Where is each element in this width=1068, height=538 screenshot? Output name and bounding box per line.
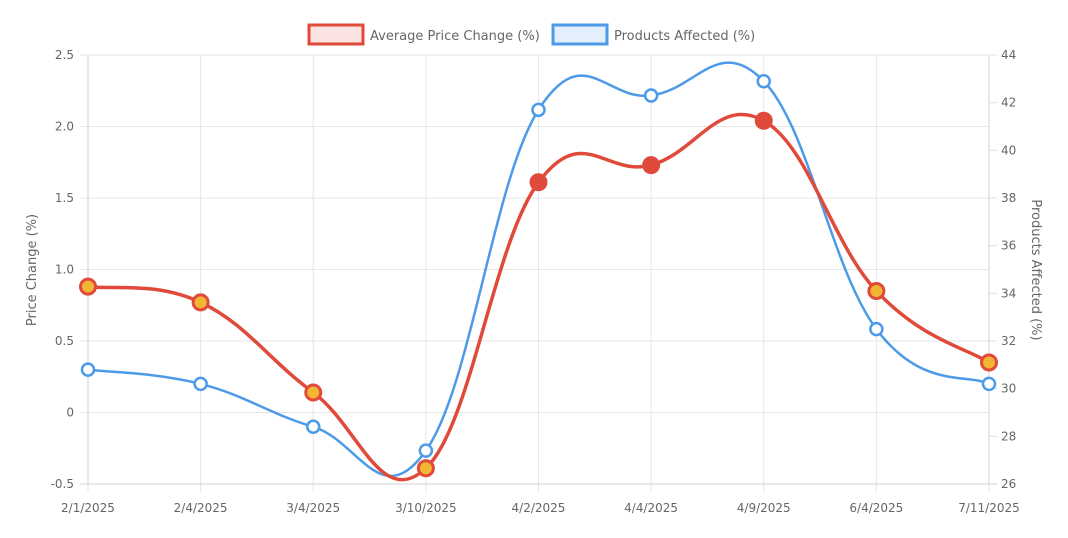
x-tick-label: 7/11/2025 (958, 501, 1020, 515)
data-point[interactable] (867, 281, 886, 300)
legend-label-products-affected: Products Affected (%) (614, 29, 755, 44)
y-left-tick-label: 0 (66, 406, 74, 420)
data-point[interactable] (79, 277, 97, 296)
x-tick-label: 3/10/2025 (395, 501, 457, 515)
x-tick-label: 4/2/2025 (512, 501, 566, 515)
y-right-tick-label: 44 (1001, 48, 1016, 62)
data-point[interactable] (193, 376, 208, 392)
y-left-tick-label: 1.5 (55, 191, 74, 205)
data-point[interactable] (869, 321, 884, 337)
x-tick-label: 4/4/2025 (624, 501, 678, 515)
x-tick-label: 2/1/2025 (61, 501, 115, 515)
y-right-tick-label: 42 (1001, 96, 1016, 110)
data-point[interactable] (418, 443, 434, 458)
y-right-tick-label: 40 (1001, 143, 1016, 157)
y-left-tick-label: 0.5 (55, 334, 74, 348)
y-left-tick-label: 1.0 (55, 263, 74, 277)
data-point[interactable] (754, 111, 773, 130)
legend-label-price-change: Average Price Change (%) (370, 29, 540, 44)
y-axis-left-title: Price Change (%) (25, 214, 40, 326)
data-point[interactable] (306, 419, 321, 435)
legend-swatch-products-affected (551, 23, 609, 46)
legend-item-price-change[interactable]: Average Price Change (%) (307, 23, 540, 46)
series-layer (79, 61, 998, 482)
y-right-tick-label: 30 (1001, 382, 1016, 396)
data-point[interactable] (643, 88, 659, 103)
data-point[interactable] (981, 376, 997, 392)
y-right-tick-label: 34 (1001, 286, 1016, 300)
y-right-tick-label: 26 (1001, 477, 1016, 491)
y-axis-left: 2.5 2.0 1.5 1.0 0.5 0 -0.5 (51, 48, 89, 491)
data-point[interactable] (304, 383, 323, 402)
y-right-tick-label: 28 (1001, 429, 1016, 443)
data-point[interactable] (980, 353, 998, 372)
series-price-change (79, 111, 998, 482)
grid-lines (80, 54, 990, 492)
x-tick-label: 4/9/2025 (737, 501, 791, 515)
data-point[interactable] (191, 293, 210, 312)
legend: Average Price Change (%) Products Affect… (307, 23, 755, 46)
data-point[interactable] (416, 459, 435, 478)
x-tick-label: 2/4/2025 (174, 501, 228, 515)
x-axis: 2/1/2025 2/4/2025 3/4/2025 3/10/2025 4/2/202… (61, 483, 1020, 515)
y-left-tick-label: 2.0 (55, 120, 74, 134)
y-left-tick-label: 2.5 (55, 48, 74, 62)
y-right-tick-label: 38 (1001, 191, 1016, 205)
y-left-tick-label: -0.5 (51, 477, 74, 491)
data-point[interactable] (756, 73, 771, 89)
legend-swatch-price-change (307, 23, 365, 46)
legend-item-products-affected[interactable]: Products Affected (%) (551, 23, 755, 46)
y-right-tick-label: 36 (1001, 239, 1016, 253)
data-point[interactable] (531, 102, 546, 118)
y-axis-right: 44 42 40 38 36 34 32 30 28 26 (988, 48, 1016, 491)
data-point[interactable] (642, 156, 661, 175)
x-tick-label: 6/4/2025 (849, 501, 903, 515)
data-point[interactable] (80, 362, 96, 377)
x-tick-label: 3/4/2025 (286, 501, 340, 515)
y-right-tick-label: 32 (1001, 334, 1016, 348)
series-products-affected (80, 61, 997, 478)
y-axis-right-title: Products Affected (%) (1028, 199, 1043, 340)
data-point[interactable] (529, 173, 548, 192)
